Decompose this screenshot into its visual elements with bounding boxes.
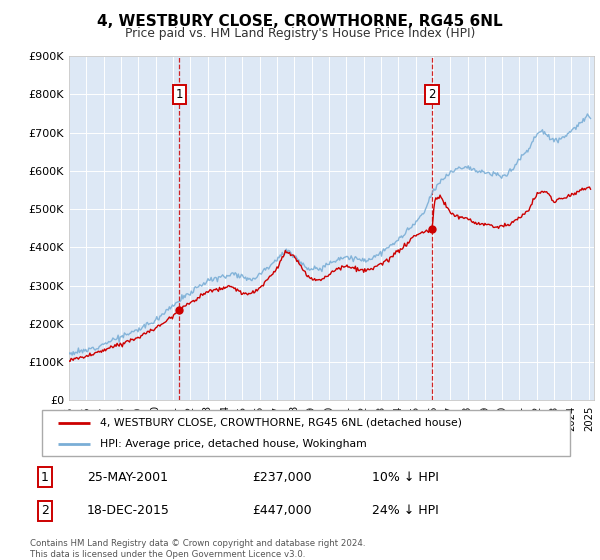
Text: Price paid vs. HM Land Registry's House Price Index (HPI): Price paid vs. HM Land Registry's House … [125,27,475,40]
Text: 1: 1 [41,470,49,484]
Text: 2: 2 [41,504,49,517]
Text: 18-DEC-2015: 18-DEC-2015 [87,504,170,517]
Text: 2: 2 [428,88,436,101]
Text: £237,000: £237,000 [252,470,311,484]
Text: This data is licensed under the Open Government Licence v3.0.: This data is licensed under the Open Gov… [30,550,305,559]
Text: 24% ↓ HPI: 24% ↓ HPI [372,504,439,517]
Text: 1: 1 [176,88,183,101]
Text: 25-MAY-2001: 25-MAY-2001 [87,470,168,484]
Text: 4, WESTBURY CLOSE, CROWTHORNE, RG45 6NL: 4, WESTBURY CLOSE, CROWTHORNE, RG45 6NL [97,14,503,29]
Text: Contains HM Land Registry data © Crown copyright and database right 2024.: Contains HM Land Registry data © Crown c… [30,539,365,548]
Text: £447,000: £447,000 [252,504,311,517]
Text: 10% ↓ HPI: 10% ↓ HPI [372,470,439,484]
Text: HPI: Average price, detached house, Wokingham: HPI: Average price, detached house, Woki… [100,439,367,449]
Text: 4, WESTBURY CLOSE, CROWTHORNE, RG45 6NL (detached house): 4, WESTBURY CLOSE, CROWTHORNE, RG45 6NL … [100,418,462,428]
